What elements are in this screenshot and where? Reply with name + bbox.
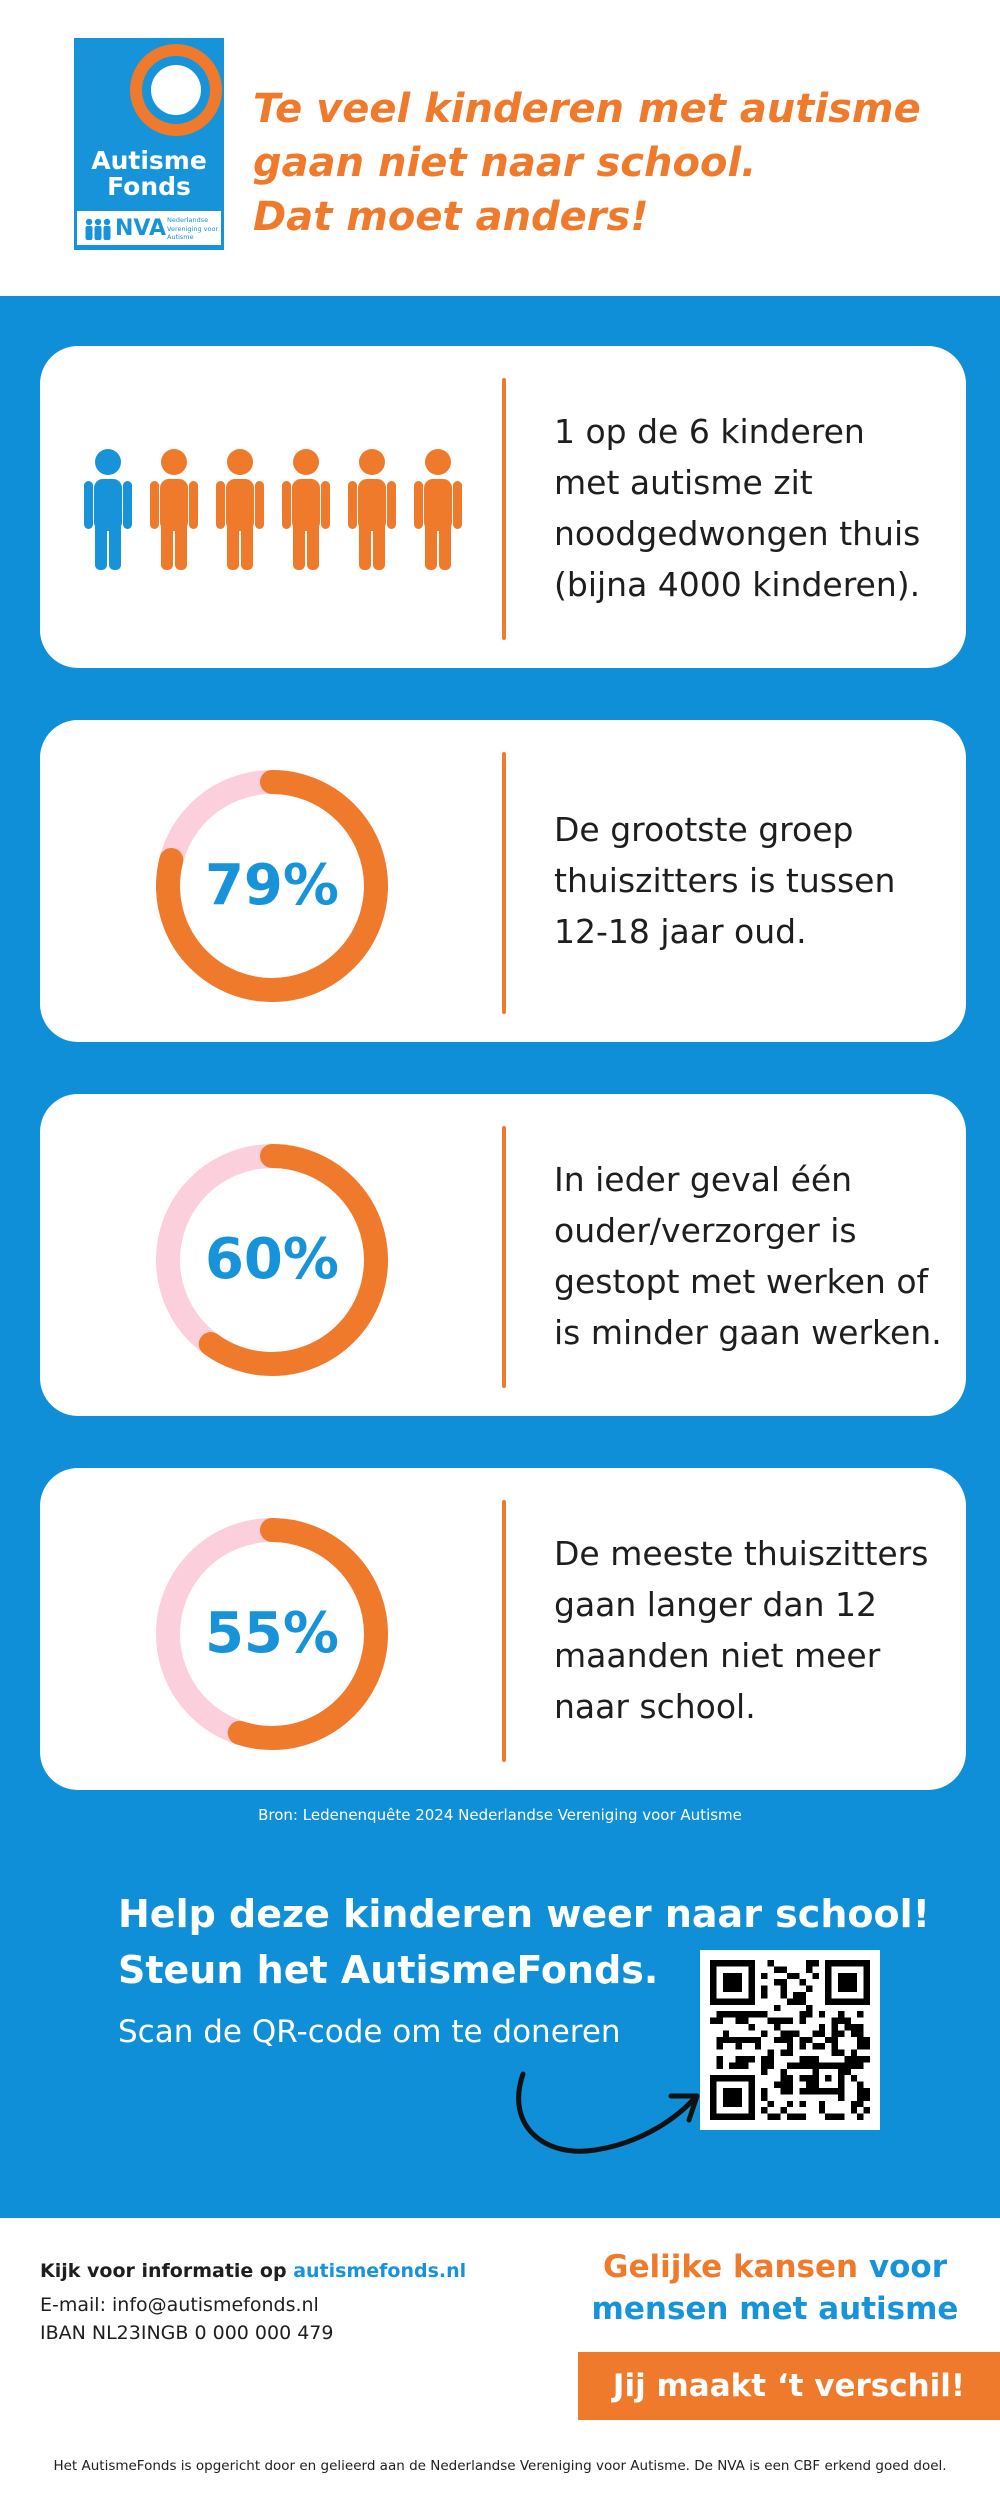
headline-line: Dat moet anders! <box>253 194 649 240</box>
stat-text-line: (bijna 4000 kinderen). <box>554 565 921 604</box>
logo-name: Autisme Fonds <box>91 146 207 201</box>
cta-scan-text: Scan de QR-code om te doneren <box>118 2014 621 2050</box>
logo-ring-icon <box>130 44 222 136</box>
stat-text: 1 op de 6 kinderen met autisme zit noodg… <box>554 406 954 610</box>
donut-ring-icon <box>156 1144 388 1376</box>
slogan-blue-line: mensen met autisme <box>591 2291 959 2327</box>
disclaimer: Het AutismeFonds is opgericht door en ge… <box>53 2458 947 2474</box>
person-figure <box>216 449 264 570</box>
donut-percent-label: 55% <box>204 1601 340 1666</box>
logo-nva-band: NVA Nederlandse Vereniging voor Autisme <box>76 210 222 246</box>
card-divider <box>502 1500 506 1762</box>
donut-chart: 55% <box>152 1514 392 1754</box>
stat-text-line: De meeste thuiszitters <box>554 1534 929 1573</box>
website-link[interactable]: autismefonds.nl <box>293 2260 467 2282</box>
person-figure <box>84 449 132 570</box>
stat-text-line: thuiszitters is tussen <box>554 861 896 900</box>
info-line: Kijk voor informatie op autismefonds.nl <box>40 2260 466 2282</box>
source-note: Bron: Ledenenquête 2024 Nederlandse Vere… <box>258 1806 742 1824</box>
stat-text: De meeste thuiszitters gaan langer dan 1… <box>554 1528 954 1732</box>
stat-text-line: ouder/verzorger is <box>554 1211 857 1250</box>
stat-text-line: noodgedwongen thuis <box>554 514 921 553</box>
slogan: Gelijke kansen voor mensen met autisme <box>560 2246 990 2330</box>
cta-title-line: Help deze kinderen weer naar school! <box>118 1892 930 1936</box>
stat-text-line: In ieder geval één <box>554 1160 853 1199</box>
person-figure <box>150 449 198 570</box>
person-figure <box>348 449 396 570</box>
stat-card-55: 55% De meeste thuiszitters gaan langer d… <box>40 1468 966 1790</box>
headline-line: Te veel kinderen met autisme <box>253 86 921 132</box>
donut-arc <box>156 1518 388 1750</box>
stat-card-people: 1 op de 6 kinderen met autisme zit noodg… <box>40 346 966 668</box>
donut-percent-label: 60% <box>204 1227 340 1292</box>
slogan-blue: voor <box>858 2249 947 2285</box>
main-section: 1 op de 6 kinderen met autisme zit noodg… <box>0 296 1000 2218</box>
stat-text: De grootste groep thuiszitters is tussen… <box>554 804 954 957</box>
info-prefix: Kijk voor informatie op <box>40 2260 294 2282</box>
logo-nva-subtitle: Nederlandse Vereniging voor Autisme <box>167 216 219 241</box>
donut-percent-label: 79% <box>204 853 340 918</box>
footer: Kijk voor informatie op autismefonds.nl … <box>0 2218 1000 2500</box>
stat-text-line: met autisme zit <box>554 463 813 502</box>
autismefonds-logo[interactable]: Autisme Fonds NVA Nederlandse Vereniging… <box>74 38 224 250</box>
stat-card-79: 79% De grootste groep thuiszitters is tu… <box>40 720 966 1042</box>
person-figure <box>282 449 330 570</box>
qr-code-icon <box>710 1960 870 2120</box>
headline: Te veel kinderen met autisme gaan niet n… <box>253 82 953 244</box>
donut-chart: 79% <box>152 766 392 1006</box>
iban-line: IBAN NL23INGB 0 000 000 479 <box>40 2322 334 2344</box>
people-icon <box>84 449 462 570</box>
slogan-orange: Gelijke kansen <box>603 2249 859 2285</box>
card-divider <box>502 752 506 1014</box>
stat-card-60: 60% In ieder geval één ouder/verzorger i… <box>40 1094 966 1416</box>
donut-chart: 60% <box>152 1140 392 1380</box>
stat-text: In ieder geval één ouder/verzorger is ge… <box>554 1154 964 1358</box>
stat-text-line: 12-18 jaar oud. <box>554 912 807 951</box>
jij-maakt-verschil-button[interactable]: Jij maakt ‘t verschil! <box>578 2352 1000 2420</box>
card-divider <box>502 378 506 640</box>
headline-line: gaan niet naar school. <box>253 140 757 186</box>
curved-arrow-icon <box>516 2071 700 2154</box>
stat-text-line: is minder gaan werken. <box>554 1313 942 1352</box>
logo-nva-text: NVA <box>115 216 166 241</box>
card-divider <box>502 1126 506 1388</box>
header: Autisme Fonds NVA Nederlandse Vereniging… <box>0 0 1000 296</box>
stat-text-line: 1 op de 6 kinderen <box>554 412 865 451</box>
person-figure <box>414 449 462 570</box>
qr-code[interactable] <box>700 1950 880 2130</box>
stat-text-line: naar school. <box>554 1687 756 1726</box>
stat-text-line: De grootste groep <box>554 810 854 849</box>
stat-text-line: maanden niet meer <box>554 1636 881 1675</box>
donut-ring-icon <box>156 770 388 1002</box>
stat-text-line: gestopt met werken of <box>554 1262 929 1301</box>
donut-ring-icon <box>156 1518 388 1750</box>
cta-title: Help deze kinderen weer naar school! Ste… <box>118 1886 938 1998</box>
cta-title-line: Steun het AutismeFonds. <box>118 1948 659 1992</box>
donut-arc <box>156 770 388 1002</box>
stat-text-line: gaan langer dan 12 <box>554 1585 877 1624</box>
logo-people-icon <box>85 218 111 240</box>
email-line[interactable]: E-mail: info@autismefonds.nl <box>40 2294 319 2316</box>
donut-arc <box>156 1144 388 1376</box>
